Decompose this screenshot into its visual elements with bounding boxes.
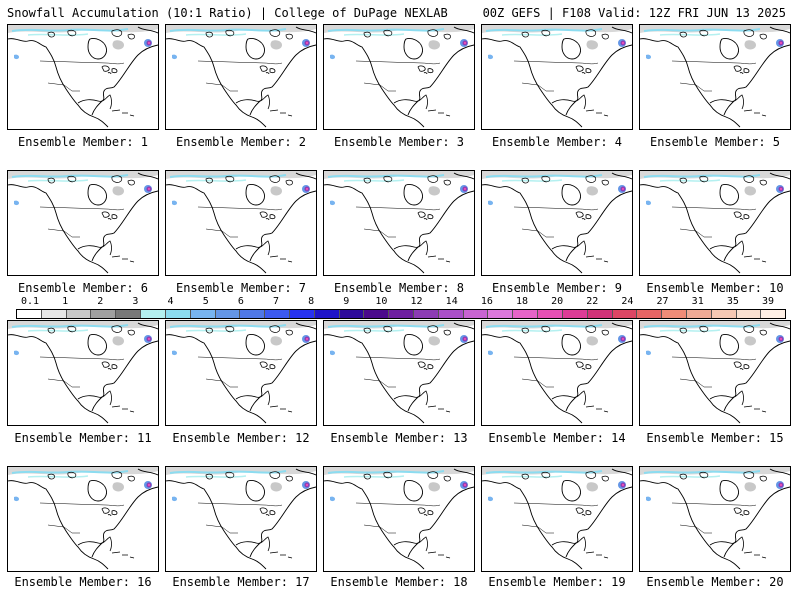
ensemble-map-4 <box>481 24 633 130</box>
colorbar-tick-label: 4 <box>167 296 174 307</box>
colorbar-segment <box>711 310 737 318</box>
ensemble-map-11 <box>7 320 159 426</box>
member-caption-10: Ensemble Member: 10 <box>646 281 784 295</box>
ensemble-map-18 <box>323 466 475 572</box>
member-caption-8: Ensemble Member: 8 <box>333 281 465 295</box>
ensemble-map-15 <box>639 320 791 426</box>
colorbar-tick-label: 31 <box>691 296 704 307</box>
colorbar-segment <box>538 310 563 318</box>
member-caption-11: Ensemble Member: 11 <box>14 431 152 445</box>
colorbar-segment <box>17 310 42 318</box>
colorbar-segment <box>314 310 340 318</box>
colorbar-segment <box>339 310 365 318</box>
colorbar-tick-label: 35 <box>726 296 739 307</box>
colorbar-segment <box>240 310 266 318</box>
colorbar-segment <box>265 310 290 318</box>
colorbar-tick-label: 9 <box>343 296 350 307</box>
ensemble-map-6 <box>7 170 159 276</box>
member-caption-5: Ensemble Member: 5 <box>649 135 781 149</box>
chart-title: Snowfall Accumulation (10:1 Ratio) | Col… <box>7 6 448 20</box>
colorbar-tick-label: 18 <box>515 296 529 307</box>
ensemble-map-16 <box>7 466 159 572</box>
member-caption-9: Ensemble Member: 9 <box>491 281 623 295</box>
member-caption-19: Ensemble Member: 19 <box>488 575 626 589</box>
colorbar-segment <box>513 310 539 318</box>
colorbar-tick-label: 6 <box>237 296 244 307</box>
ensemble-map-14 <box>481 320 633 426</box>
colorbar-segment <box>587 310 613 318</box>
colorbar-tick-label: 7 <box>272 296 280 307</box>
ensemble-map-5 <box>639 24 791 130</box>
member-caption-16: Ensemble Member: 16 <box>14 575 152 589</box>
colorbar-tick-label: 24 <box>621 296 634 307</box>
ensemble-map-8 <box>323 170 475 276</box>
colorbar-tick-label: 22 <box>586 296 599 307</box>
ensemble-map-9 <box>481 170 633 276</box>
member-caption-15: Ensemble Member: 15 <box>646 431 784 445</box>
colorbar-tick-label: 16 <box>480 296 493 307</box>
colorbar-tick-label: 14 <box>445 296 458 307</box>
colorbar-segment <box>91 310 117 318</box>
colorbar-tick-label: 5 <box>202 296 209 307</box>
member-caption-4: Ensemble Member: 4 <box>491 135 623 149</box>
member-caption-20: Ensemble Member: 20 <box>646 575 784 589</box>
colorbar-segment <box>761 310 786 318</box>
colorbar-segment <box>662 310 687 318</box>
colorbar-tick-label: 27 <box>656 296 669 307</box>
member-caption-18: Ensemble Member: 18 <box>330 575 468 589</box>
colorbar-segment <box>637 310 663 318</box>
colorbar-segment <box>141 310 166 318</box>
member-caption-2: Ensemble Member: 2 <box>175 135 307 149</box>
member-caption-1: Ensemble Member: 1 <box>17 135 149 149</box>
colorbar-tick-label: 8 <box>308 296 315 307</box>
colorbar-segment <box>289 310 315 318</box>
member-caption-13: Ensemble Member: 13 <box>330 431 468 445</box>
ensemble-map-17 <box>165 466 317 572</box>
ensemble-map-13 <box>323 320 475 426</box>
member-caption-14: Ensemble Member: 14 <box>488 431 626 445</box>
ensemble-map-19 <box>481 466 633 572</box>
ensemble-map-10 <box>639 170 791 276</box>
colorbar-segment <box>364 310 390 318</box>
colorbar-segment <box>389 310 414 318</box>
colorbar-segment <box>414 310 439 318</box>
colorbar-segment <box>463 310 489 318</box>
colorbar-segment <box>612 310 638 318</box>
colorbar-segment <box>215 310 241 318</box>
colorbar-segment <box>488 310 514 318</box>
ensemble-map-12 <box>165 320 317 426</box>
colorbar <box>16 309 786 319</box>
colorbar-tick-label: 3 <box>132 296 139 307</box>
colorbar-segment <box>165 310 191 318</box>
ensemble-map-20 <box>639 466 791 572</box>
colorbar-tick-label: 0.1 <box>20 296 40 307</box>
ensemble-map-2 <box>165 24 317 130</box>
colorbar-tick-label: 39 <box>761 296 775 307</box>
colorbar-segment <box>736 310 762 318</box>
colorbar-segment <box>116 310 142 318</box>
member-caption-7: Ensemble Member: 7 <box>175 281 307 295</box>
colorbar-tick-label: 10 <box>375 296 388 307</box>
member-caption-3: Ensemble Member: 3 <box>333 135 465 149</box>
ensemble-map-1 <box>7 24 159 130</box>
ensemble-map-7 <box>165 170 317 276</box>
colorbar-segment <box>190 310 216 318</box>
colorbar-segment <box>686 310 712 318</box>
colorbar-tick-label: 2 <box>97 296 104 307</box>
ensemble-map-3 <box>323 24 475 130</box>
member-caption-6: Ensemble Member: 6 <box>17 281 149 295</box>
colorbar-segment <box>66 310 92 318</box>
run-valid-time: 00Z GEFS | F108 Valid: 12Z FRI JUN 13 20… <box>482 6 786 20</box>
member-caption-12: Ensemble Member: 12 <box>172 431 310 445</box>
colorbar-segment <box>41 310 67 318</box>
colorbar-tick-label: 12 <box>410 296 423 307</box>
colorbar-segment <box>562 310 588 318</box>
colorbar-tick-label: 1 <box>62 296 69 307</box>
member-caption-17: Ensemble Member: 17 <box>172 575 310 589</box>
colorbar-segment <box>438 310 464 318</box>
colorbar-tick-label: 20 <box>551 296 564 307</box>
